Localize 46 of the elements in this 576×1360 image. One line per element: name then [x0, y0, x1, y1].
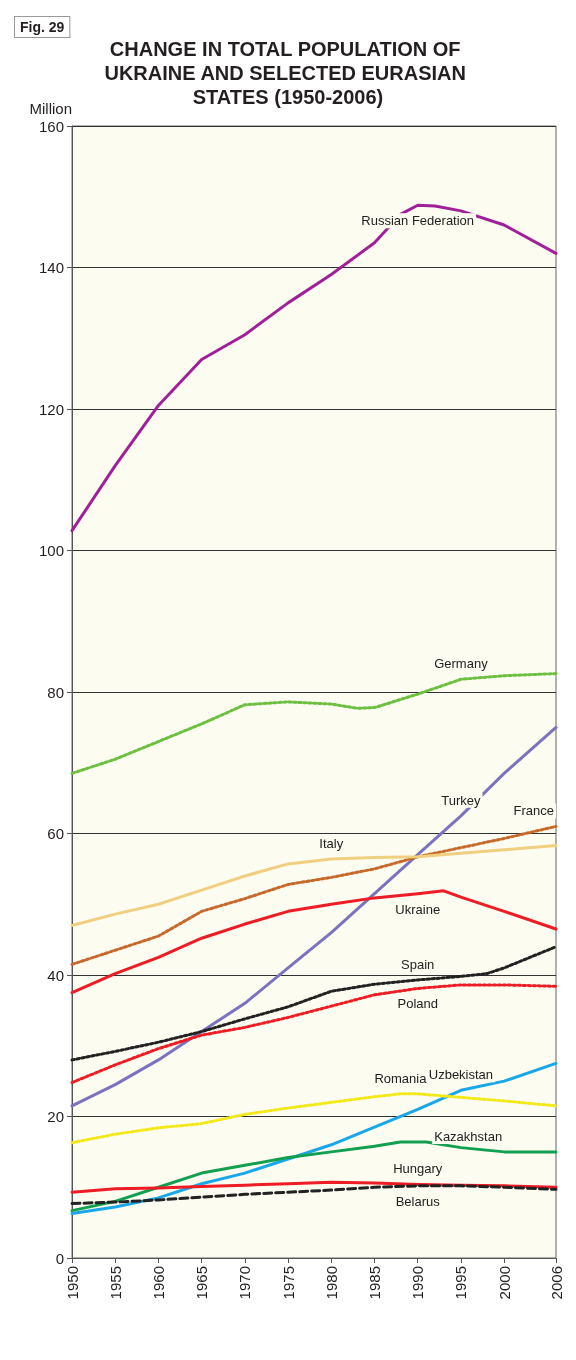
y-axis-title: Million: [29, 100, 72, 117]
y-tick-label: 140: [38, 259, 64, 276]
x-tick-label: 1995: [452, 1266, 470, 1300]
line-series: [70, 945, 558, 1062]
series-label: Germany: [434, 656, 489, 672]
x-tick-label: 2006: [547, 1266, 565, 1300]
series-label: Uzbekistan: [428, 1067, 494, 1083]
line-series: [70, 1184, 558, 1206]
x-tick-label: 1975: [279, 1266, 297, 1300]
x-tick-label: 1990: [409, 1266, 427, 1300]
series-label: France: [513, 803, 554, 819]
y-tick-label: 100: [38, 542, 64, 559]
line-series: [70, 983, 558, 1085]
series-label: Romania: [374, 1070, 428, 1086]
y-tick-label: 60: [47, 825, 64, 842]
series-label: Ukraine: [395, 901, 441, 917]
y-tick-label: 20: [47, 1108, 64, 1125]
chart-title: CHANGE IN TOTAL POPULATION OF UKRAINE AND SELECTED EURASIAN STATES (1950-2006): [104, 38, 472, 108]
x-tick-label: 1955: [106, 1266, 124, 1300]
series-label: Turkey: [441, 792, 482, 808]
caption: Fig. 29: [20, 19, 65, 35]
y-tick-label: 0: [55, 1249, 64, 1267]
series-label: Italy: [319, 835, 344, 851]
x-tick-label: 1970: [236, 1266, 254, 1300]
x-tick-label: 1985: [366, 1266, 383, 1300]
line-series: [70, 1092, 558, 1145]
x-tick-label: 1960: [149, 1266, 167, 1300]
series-label: Belarus: [395, 1193, 441, 1209]
line-series: [70, 672, 558, 775]
line-series: [70, 889, 558, 995]
line-series: [70, 203, 558, 533]
series-label: Hungary: [393, 1161, 443, 1177]
y-tick-label: 40: [47, 966, 64, 984]
y-tick-label: 120: [38, 400, 64, 418]
y-tick-label: 160: [38, 117, 64, 135]
line-series: [70, 725, 558, 1108]
line-series: [70, 1140, 558, 1213]
x-tick-label: 1980: [322, 1266, 340, 1300]
x-tick-label: 2000: [495, 1266, 513, 1300]
series-label: Spain: [401, 956, 435, 972]
y-tick-label: 80: [47, 683, 64, 701]
x-tick-label: 1950: [63, 1266, 81, 1300]
series-label: Kazakhstan: [434, 1128, 503, 1144]
series-label: Poland: [397, 996, 438, 1012]
x-tick-label: 1965: [193, 1266, 211, 1300]
series-label: Russian Federation: [361, 213, 475, 229]
